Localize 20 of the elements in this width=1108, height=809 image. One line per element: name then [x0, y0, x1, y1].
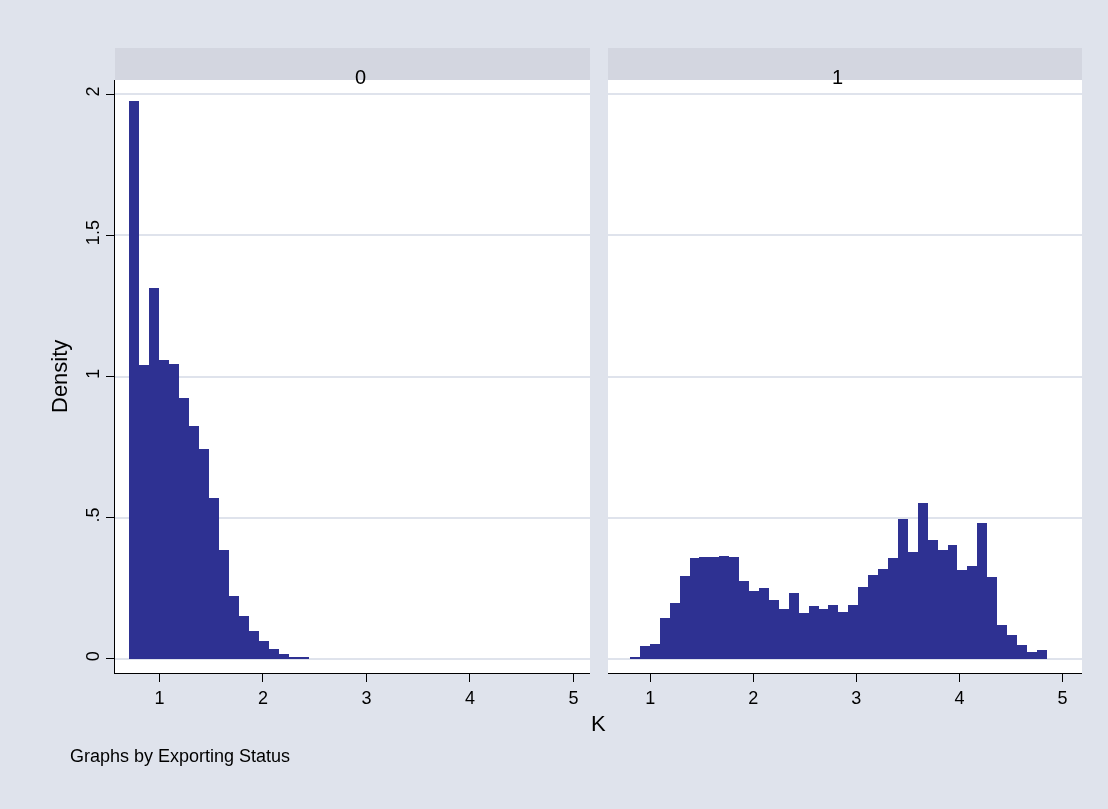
y-tick-label: .5 — [82, 507, 103, 523]
y-axis-title: Density — [47, 339, 72, 413]
x-tick-label: 2 — [257, 687, 268, 708]
x-tick-label: 4 — [954, 687, 965, 708]
y-tick-label: 2 — [82, 86, 103, 97]
chart-title: 1 — [832, 66, 844, 88]
y-tick-label: 1.5 — [82, 220, 103, 246]
x-axis-title: K — [591, 711, 606, 736]
x-tick-label: 5 — [568, 687, 579, 708]
chart-title: 0 — [355, 66, 367, 88]
y-tick-label: 1 — [82, 368, 103, 379]
x-tick-label: 2 — [748, 687, 759, 708]
text: Graphs by Exporting Status — [70, 746, 291, 766]
x-tick-label: 3 — [851, 687, 862, 708]
x-tick-label: 4 — [464, 687, 475, 708]
x-tick-label: 1 — [154, 687, 165, 708]
x-tick-label: 5 — [1057, 687, 1068, 708]
y-tick-label: 0 — [82, 651, 103, 662]
x-tick-label: 3 — [361, 687, 372, 708]
x-tick-label: 1 — [645, 687, 656, 708]
